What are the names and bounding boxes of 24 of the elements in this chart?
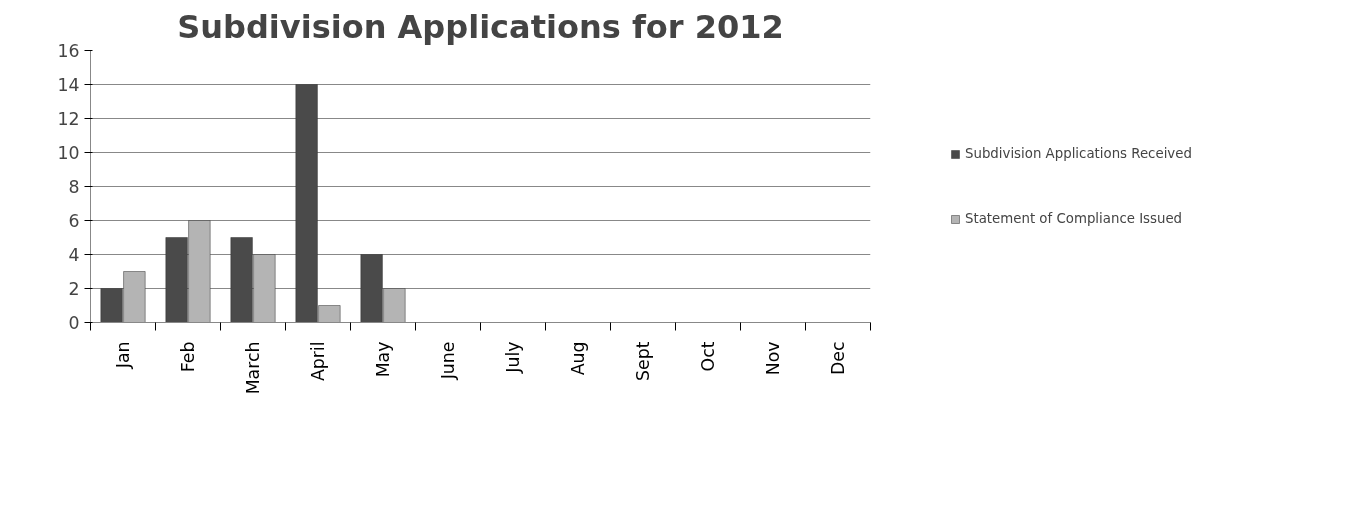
y-tick-label: 2 bbox=[68, 279, 80, 299]
x-tick-label: Aug bbox=[568, 341, 588, 376]
x-tick-label: April bbox=[308, 341, 328, 382]
y-tick-label: 12 bbox=[57, 109, 80, 129]
x-tick-label: March bbox=[243, 341, 263, 395]
y-tick-label: 14 bbox=[57, 75, 80, 95]
x-tick-label: Jan bbox=[113, 341, 133, 370]
y-tick-label: 10 bbox=[57, 143, 80, 163]
x-tick-label: Dec bbox=[828, 341, 848, 376]
legend-label: Subdivision Applications Received bbox=[965, 146, 1192, 161]
x-tick-label: Nov bbox=[763, 341, 783, 376]
y-tick-label: 8 bbox=[68, 177, 80, 197]
x-tick-label: June bbox=[438, 341, 458, 381]
x-tick-label: Feb bbox=[178, 341, 198, 373]
y-tick-label: 6 bbox=[68, 211, 80, 231]
y-tick-label: 4 bbox=[68, 245, 80, 265]
y-tick-label: 0 bbox=[68, 313, 80, 333]
x-tick-label: Sept bbox=[633, 341, 653, 381]
x-tick-label: May bbox=[373, 341, 393, 378]
x-tick-label: July bbox=[503, 341, 523, 374]
x-tick-label: Oct bbox=[698, 341, 718, 372]
legend-label: Statement of Compliance Issued bbox=[965, 211, 1183, 226]
chart-title: Subdivision Applications for 2012 bbox=[177, 7, 784, 46]
y-tick-label: 16 bbox=[57, 41, 80, 61]
